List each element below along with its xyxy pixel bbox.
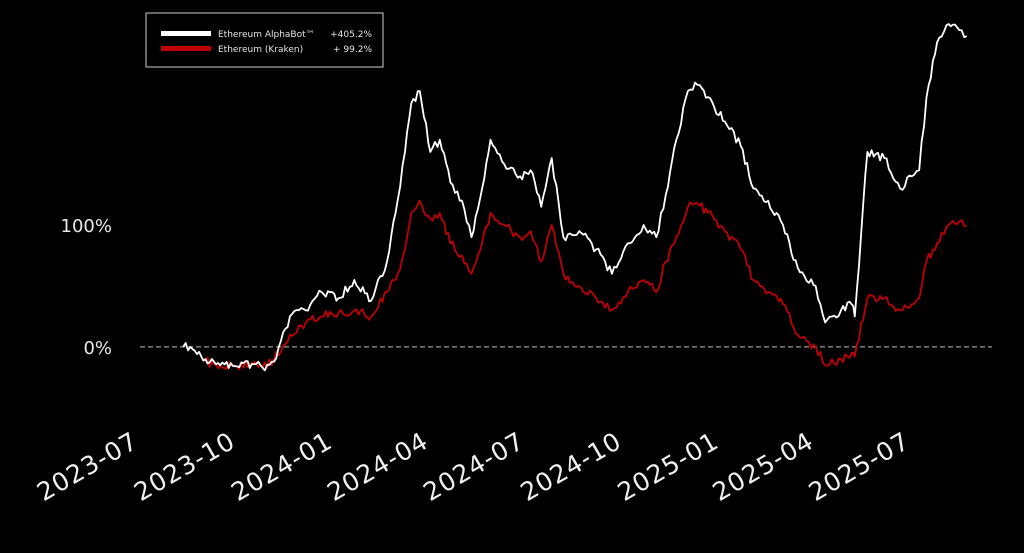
- series-line-kraken: [204, 199, 967, 371]
- y-tick-label: 0%: [83, 338, 112, 359]
- series-line-alphabot: [182, 23, 968, 372]
- legend-label-alphabot: Ethereum AlphaBot™: [218, 30, 315, 40]
- legend: Ethereum AlphaBot™ +405.2% Ethereum (Kra…: [145, 12, 384, 68]
- legend-label-kraken: Ethereum (Kraken): [218, 45, 303, 55]
- legend-box: [145, 12, 384, 68]
- legend-value-alphabot: +405.2%: [330, 30, 372, 40]
- legend-swatch-alphabot: [161, 31, 211, 36]
- y-axis: 0% 100%: [61, 216, 112, 359]
- series-layer: [182, 23, 968, 372]
- legend-swatch-kraken: [161, 46, 211, 51]
- y-tick-label: 100%: [61, 216, 112, 237]
- legend-value-kraken: + 99.2%: [333, 45, 372, 55]
